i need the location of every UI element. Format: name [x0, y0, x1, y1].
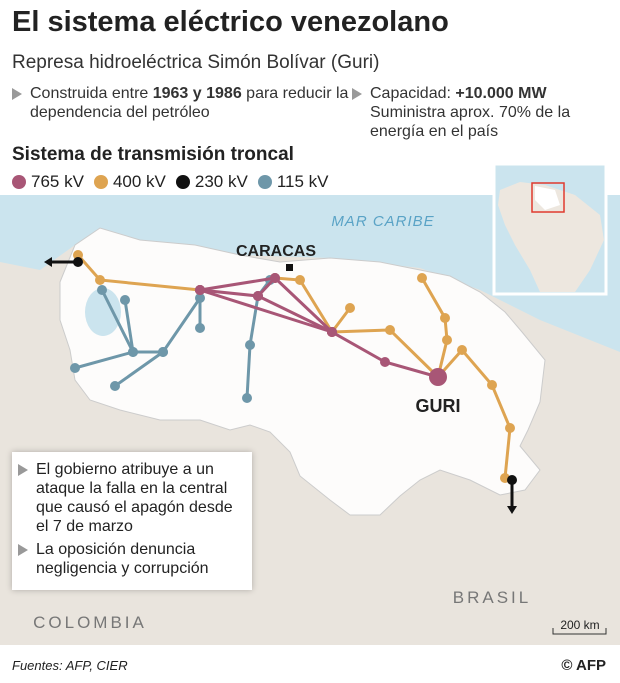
fact: Capacidad: +10.000 MW Suministra aprox. …: [352, 84, 610, 141]
legend-swatch: [93, 175, 108, 189]
fact-text: Suministra aprox. 70% de la energía en e…: [370, 104, 571, 140]
sources: Fuentes: AFP, CIER: [12, 658, 128, 673]
fact-highlight: +10.000 MW: [455, 85, 547, 102]
fact-text: Capacidad:: [370, 85, 456, 102]
legend-label: 765 kV: [31, 172, 84, 191]
inset-land: [498, 182, 604, 292]
substation: [417, 273, 427, 283]
legend-label: 230 kV: [194, 172, 248, 191]
legend-swatch: [12, 175, 26, 189]
substation: [253, 291, 263, 301]
substation: [97, 285, 107, 295]
substation: [195, 293, 205, 303]
arrow: [507, 506, 517, 514]
transmission-line: [274, 276, 352, 335]
substation: [195, 285, 205, 295]
transmission-line: [199, 288, 333, 334]
legend-item: 230 kV: [175, 172, 248, 192]
substation: [195, 323, 205, 333]
credit: © AFP: [561, 657, 606, 674]
substation: [95, 275, 105, 285]
scale-bar: [552, 628, 607, 635]
dam-marker: [429, 368, 447, 386]
substation: [442, 335, 452, 345]
fact-text: para reducir la dependencia del petróleo: [30, 85, 349, 121]
transmission-line: [420, 277, 449, 378]
arrow: [44, 257, 52, 267]
legend-label: 400 kV: [112, 172, 166, 191]
inset-venezuela: [535, 186, 560, 210]
substation: [128, 347, 138, 357]
legend: 765 kV 400 kV 230 kV 115 kV: [12, 172, 328, 192]
legend-swatch: [257, 175, 272, 189]
substation: [70, 363, 80, 373]
subtitle: Represa hidroeléctrica Simón Bolívar (Gu…: [12, 52, 380, 73]
country-label: COLOMBIA: [33, 613, 147, 632]
title: El sistema eléctrico venezolano: [12, 6, 449, 38]
substation: [327, 327, 337, 337]
sea: [0, 195, 620, 352]
transmission-line: [100, 289, 202, 354]
country-label: BRASIL: [453, 588, 531, 607]
note: La oposición denuncia negligencia y corr…: [18, 540, 244, 578]
substation: [345, 303, 355, 313]
substation: [120, 295, 130, 305]
notes-box: El gobierno atribuye a un ataque la fall…: [12, 452, 252, 590]
substation: [270, 273, 280, 283]
substation: [457, 345, 467, 355]
substation: [295, 275, 305, 285]
legend-item: 115 kV: [257, 172, 329, 192]
legend-item: 400 kV: [93, 172, 166, 192]
capital-marker: [286, 264, 293, 271]
inset-focus: [531, 182, 565, 213]
legend-label: 115 kV: [276, 172, 329, 191]
substation: [505, 423, 515, 433]
dam-label: GURI: [416, 396, 461, 416]
substation: [242, 393, 252, 403]
transmission-line: [257, 294, 333, 334]
note: El gobierno atribuye a un ataque la fall…: [18, 460, 244, 536]
substation: [440, 313, 450, 323]
substation: [245, 340, 255, 350]
substation: [158, 347, 168, 357]
substation: [385, 325, 395, 335]
scale-label: 200 km: [560, 618, 599, 632]
substation: [507, 475, 517, 485]
sea-label: MAR CARIBE: [331, 213, 434, 230]
capital-label: CARACAS: [236, 243, 316, 260]
substation: [487, 380, 497, 390]
substation: [73, 250, 83, 260]
fact-text: Construida entre: [30, 85, 153, 102]
venezuela: [59, 227, 546, 516]
lake-maracaibo: [85, 288, 121, 336]
substation: [380, 357, 390, 367]
legend-swatch: [175, 175, 190, 189]
transmission-line: [114, 350, 164, 388]
fact-highlight: 1963 y 1986: [152, 85, 242, 102]
inset-map: [492, 162, 608, 296]
substation: [73, 257, 83, 267]
footer-bg: [0, 645, 620, 683]
substation: [110, 381, 120, 391]
legend-title: Sistema de transmisión troncal: [12, 144, 294, 165]
fact: Construida entre 1963 y 1986 para reduci…: [12, 84, 350, 122]
legend-item: 765 kV: [12, 172, 84, 192]
